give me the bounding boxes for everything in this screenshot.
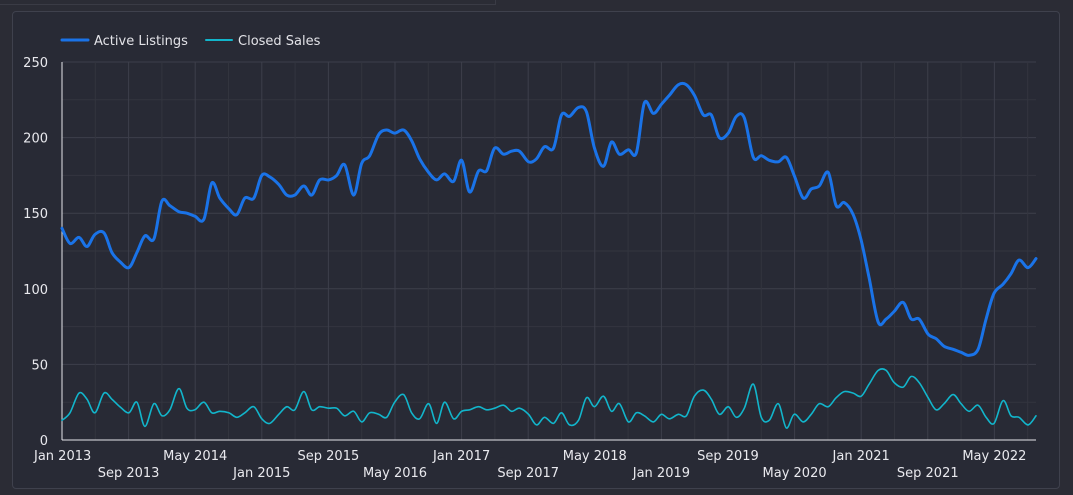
legend: Active Listings Closed Sales bbox=[60, 34, 321, 49]
legend-item-active-listings[interactable]: Active Listings bbox=[60, 34, 188, 49]
x-tick-label: May 2016 bbox=[363, 466, 427, 481]
x-tick-label: Jan 2013 bbox=[33, 449, 91, 464]
y-axis-ticks: 0 50 100 150 200 250 bbox=[23, 56, 48, 449]
x-tick-label: Sep 2013 bbox=[98, 466, 160, 481]
series-lines bbox=[60, 81, 1038, 429]
series-line-active-listings bbox=[60, 81, 1038, 357]
x-tick-label: May 2018 bbox=[563, 449, 627, 464]
y-tick-label: 50 bbox=[31, 358, 48, 373]
legend-label: Closed Sales bbox=[238, 34, 321, 49]
top-edge-fragment bbox=[0, 0, 496, 5]
grid-lines bbox=[61, 61, 1036, 441]
y-tick-label: 250 bbox=[23, 56, 48, 71]
x-tick-label: May 2020 bbox=[763, 466, 827, 481]
chart-panel bbox=[12, 11, 1060, 489]
x-tick-label: Sep 2015 bbox=[298, 449, 360, 464]
x-tick-label: Sep 2017 bbox=[497, 466, 559, 481]
x-tick-label: Jan 2015 bbox=[232, 466, 290, 481]
x-tick-label: Sep 2019 bbox=[697, 449, 759, 464]
x-tick-label: Jan 2021 bbox=[832, 449, 890, 464]
legend-item-closed-sales[interactable]: Closed Sales bbox=[205, 34, 321, 49]
legend-label: Active Listings bbox=[94, 34, 188, 49]
y-tick-label: 200 bbox=[23, 132, 48, 147]
y-tick-label: 0 bbox=[40, 434, 48, 449]
x-tick-label: Sep 2021 bbox=[897, 466, 959, 481]
y-tick-label: 150 bbox=[23, 207, 48, 222]
y-tick-label: 100 bbox=[23, 283, 48, 298]
x-tick-label: Jan 2019 bbox=[632, 466, 690, 481]
x-tick-label: May 2014 bbox=[163, 449, 227, 464]
x-tick-label: Jan 2017 bbox=[432, 449, 490, 464]
x-tick-label: May 2022 bbox=[962, 449, 1026, 464]
series-line-closed-sales bbox=[61, 368, 1037, 429]
